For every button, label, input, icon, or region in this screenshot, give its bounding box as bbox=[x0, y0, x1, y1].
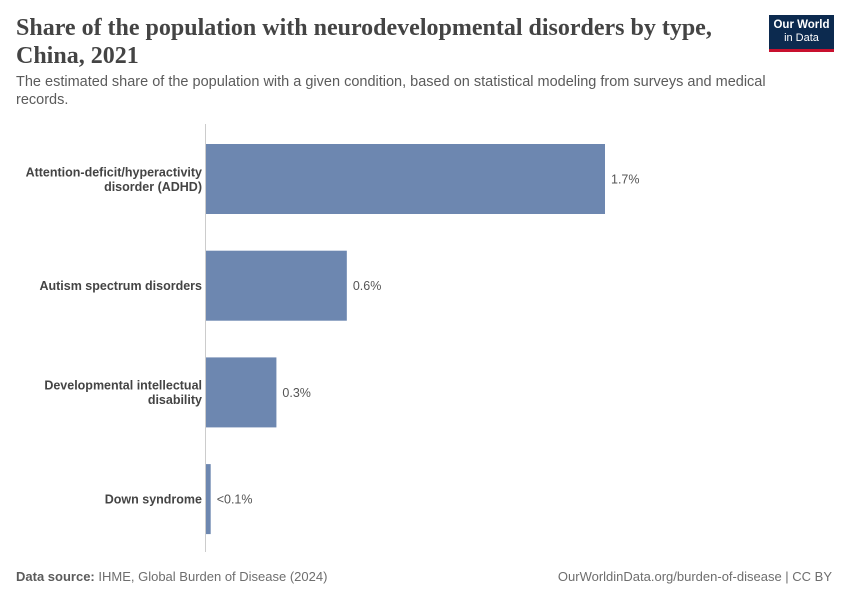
bar[interactable] bbox=[206, 464, 211, 535]
logo-line-1: Our World bbox=[773, 19, 830, 31]
category-label: Developmental intellectual bbox=[44, 379, 202, 393]
value-label: 1.7% bbox=[611, 173, 640, 187]
value-label: 0.3% bbox=[282, 386, 311, 400]
bar-chart: 1.7% Attention-deficit/hyperactivitydisor… bbox=[26, 124, 640, 552]
chart-subtitle: The estimated share of the population wi… bbox=[16, 74, 766, 108]
category-label: Autism spectrum disorders bbox=[39, 279, 202, 293]
category-label: Down syndrome bbox=[105, 493, 202, 507]
category-label: Attention-deficit/hyperactivity bbox=[26, 165, 202, 179]
chart-title: Share of the population with neurodevelo… bbox=[16, 15, 712, 69]
data-source-label: Data source: bbox=[16, 569, 95, 584]
category-label: disorder (ADHD) bbox=[104, 180, 202, 194]
category-label: disability bbox=[148, 393, 202, 407]
bar[interactable] bbox=[206, 144, 605, 214]
owid-logo[interactable]: Our World in Data bbox=[769, 15, 834, 52]
bar[interactable] bbox=[206, 250, 347, 321]
footer-url-license[interactable]: OurWorldinData.org/burden-of-disease | C… bbox=[557, 569, 832, 584]
bar[interactable] bbox=[206, 357, 277, 428]
data-source: Data source: IHME, Global Burden of Dise… bbox=[16, 569, 327, 584]
logo-line-2: in Data bbox=[784, 32, 819, 44]
value-label: <0.1% bbox=[217, 493, 253, 507]
data-source-text[interactable]: IHME, Global Burden of Disease (2024) bbox=[98, 569, 328, 584]
value-label: 0.6% bbox=[353, 279, 382, 293]
